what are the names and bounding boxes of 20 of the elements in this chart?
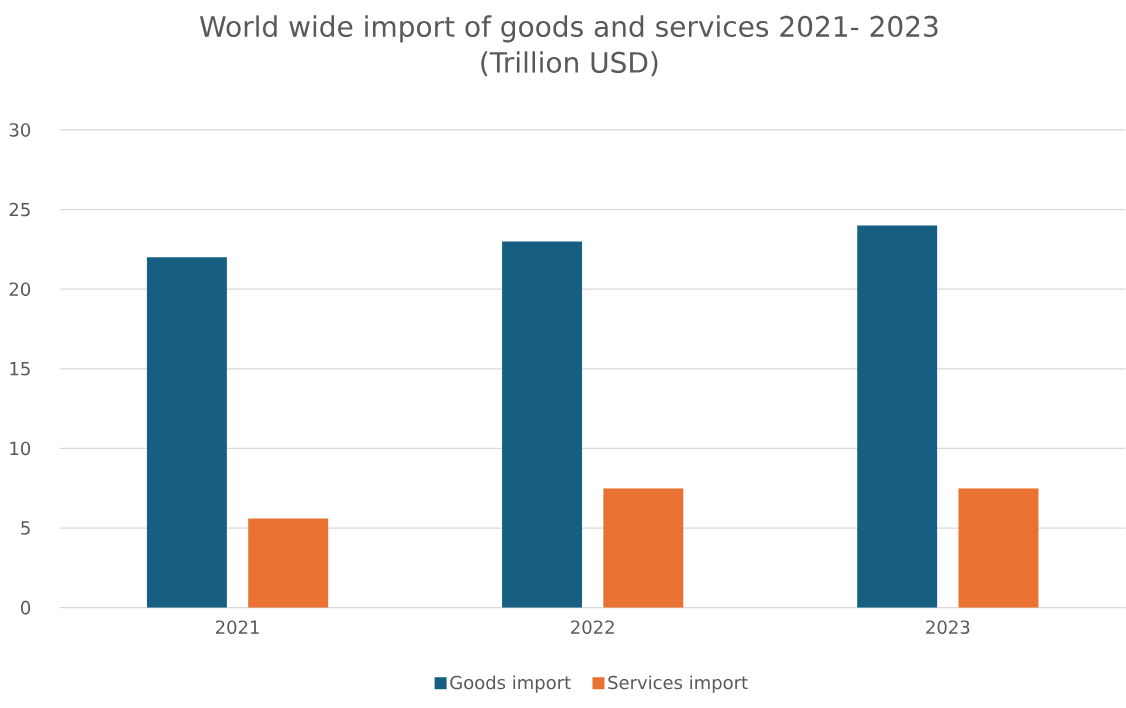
y-tick-label: 15	[10, 362, 30, 376]
bar	[857, 225, 938, 608]
x-tick-label: 2021	[215, 620, 259, 635]
bar	[502, 241, 583, 608]
y-tick-label: 25	[9, 202, 30, 217]
legend-label: Goods import	[450, 675, 571, 693]
chart-title: World wide import of goods and services 2021- 2023	[199, 15, 938, 43]
legend-label: Services import	[608, 675, 748, 693]
bar	[248, 518, 329, 608]
x-tick-label: 2022	[571, 620, 614, 635]
y-tick-label: 30	[9, 123, 31, 137]
y-tick-label: 5	[21, 521, 30, 535]
chart-subtitle: (Trillion USD)	[481, 51, 658, 77]
y-tick-label: 20	[9, 282, 31, 297]
x-tick-label: 2023	[926, 620, 970, 635]
bar	[146, 257, 227, 608]
y-tick-label: 10	[10, 441, 31, 456]
y-tick-label: 0	[21, 601, 31, 615]
bar	[958, 488, 1039, 608]
bar	[603, 488, 684, 608]
